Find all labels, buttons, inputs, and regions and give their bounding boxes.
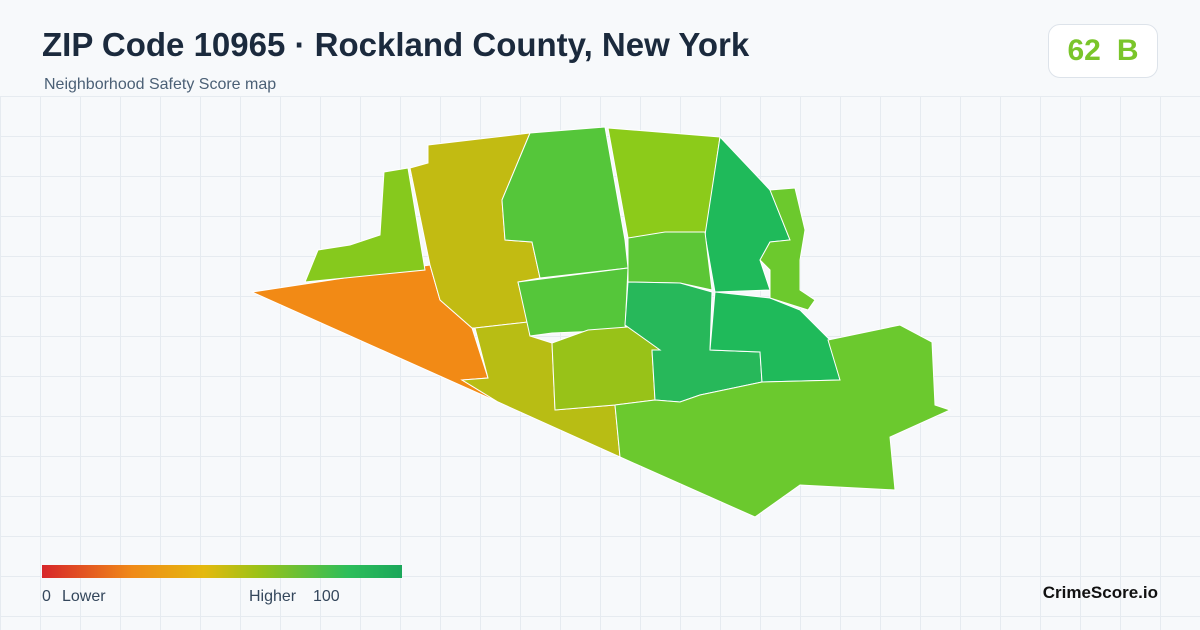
score-grade: B (1116, 34, 1139, 67)
region (607, 127, 721, 241)
region (614, 324, 952, 518)
legend-min-label: Lower (62, 588, 106, 605)
subtitle: Neighborhood Safety Score map (44, 76, 277, 93)
score-value: 62 (1067, 34, 1101, 67)
score-badge: 62 B (1048, 24, 1158, 78)
region (627, 231, 713, 291)
region (501, 126, 629, 279)
region (759, 187, 816, 311)
title: ZIP Code 10965 · Rockland County, New Yo… (42, 26, 750, 63)
legend-gradient (42, 565, 402, 578)
brand: CrimeScore.io (1042, 583, 1158, 602)
legend-min: 0 (42, 588, 51, 605)
header: ZIP Code 10965 · Rockland County, New Yo… (0, 0, 1200, 96)
legend-max: 100 (313, 588, 340, 605)
region (304, 167, 426, 283)
legend-max-label: Higher (249, 588, 297, 605)
